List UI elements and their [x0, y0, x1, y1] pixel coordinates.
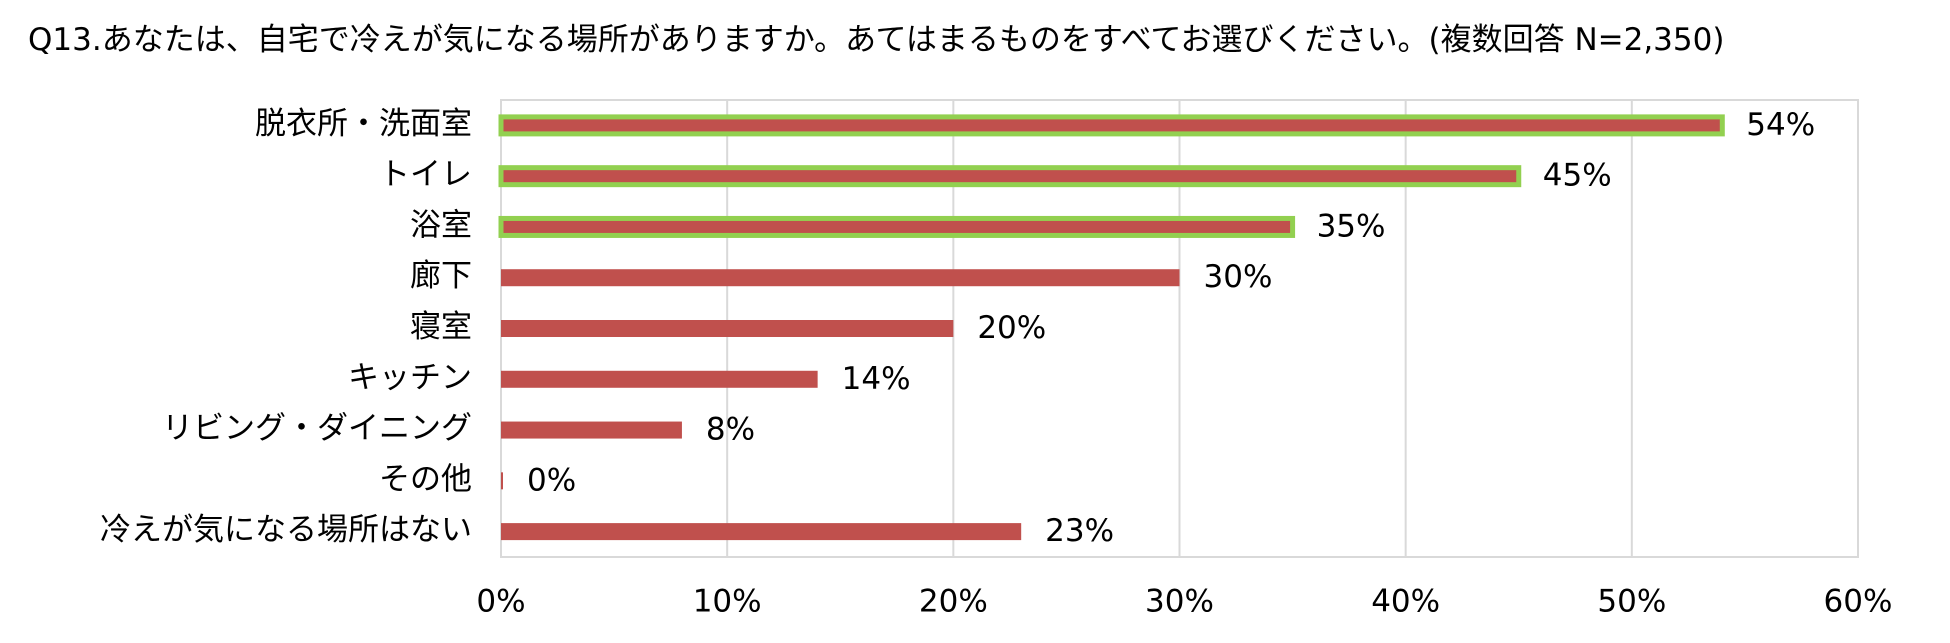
bar [501, 370, 818, 388]
data-label: 8% [706, 412, 755, 448]
bar [501, 320, 954, 337]
data-label: 23% [1045, 513, 1114, 549]
bar [498, 165, 1522, 188]
category-label: 浴室 [410, 207, 472, 243]
bar [501, 269, 1180, 287]
data-label: 14% [842, 361, 911, 397]
category-label: 冷えが気になる場所はない [100, 512, 472, 548]
x-tick-labels: 0% 10% 20% 30% 40% 50% 60% [476, 584, 1892, 620]
data-label: 45% [1543, 158, 1612, 194]
category-label: 脱衣所・洗面室 [255, 106, 472, 142]
data-label: 30% [1204, 259, 1273, 295]
chart-title: Q13.あなたは、自宅で冷えが気になる場所がありますか。あてはまるものをすべてお… [28, 22, 1725, 58]
category-label: トイレ [379, 157, 472, 193]
bars [498, 114, 1725, 541]
x-tick-label: 0% [476, 584, 525, 620]
x-tick-label: 20% [919, 584, 988, 620]
value-labels: 54% 45% 35% 30% 20% 14% 8% 0% 23% [527, 107, 1815, 549]
x-tick-label: 40% [1371, 584, 1440, 620]
bar [501, 523, 1022, 541]
data-label: 54% [1746, 107, 1815, 143]
data-label: 20% [977, 310, 1046, 346]
x-tick-label: 60% [1824, 584, 1893, 620]
bar [501, 472, 503, 490]
category-label: その他 [379, 461, 472, 497]
category-label: リビング・ダイニング [162, 411, 472, 447]
category-labels: 脱衣所・洗面室トイレ浴室廊下寝室キッチンリビング・ダイニングその他冷えが気になる… [100, 106, 472, 548]
bar [501, 421, 682, 439]
x-tick-label: 30% [1145, 584, 1214, 620]
category-label: 寝室 [410, 309, 472, 345]
bar [498, 215, 1296, 238]
data-label: 35% [1317, 208, 1386, 244]
x-tick-label: 50% [1597, 584, 1666, 620]
bar [498, 114, 1725, 137]
x-tick-label: 10% [693, 584, 762, 620]
category-label: 廊下 [410, 258, 472, 294]
category-label: キッチン [348, 360, 472, 396]
data-label: 0% [527, 462, 576, 498]
